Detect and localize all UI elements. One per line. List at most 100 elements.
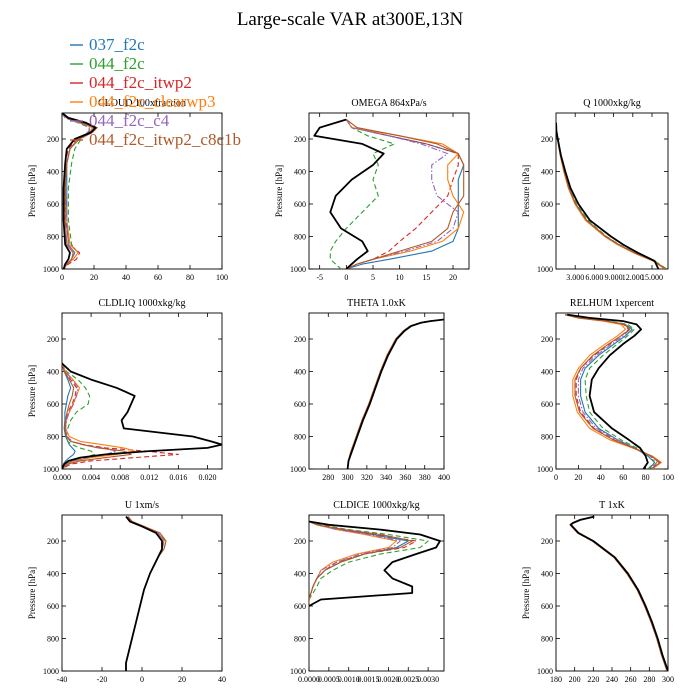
series-line-1 — [345, 119, 465, 269]
series-line-3 — [569, 516, 668, 671]
panel-7: U 1xm/s 200 400 600 800 1000-40 -20 0 20 40 Pressu… — [27, 500, 226, 684]
panel-title: OMEGA 864xPa/s — [351, 98, 426, 109]
plot-frame — [308, 514, 445, 672]
series-line-2 — [569, 516, 668, 671]
y-axis-label: Pressure [hPa] — [27, 165, 37, 217]
y-tick-label: 1000 — [43, 265, 59, 274]
series-group — [62, 113, 98, 269]
y-tick-label: 400 — [294, 168, 306, 177]
series-line-7 — [313, 118, 385, 269]
x-tick-label: -40 — [57, 675, 68, 684]
series-line-3 — [125, 516, 165, 671]
series-group — [125, 516, 167, 671]
x-tick-label: 0.0010 — [338, 675, 360, 684]
x-tick-label: 0.0020 — [377, 675, 399, 684]
x-tick-label: 400 — [438, 473, 450, 482]
x-tick-label: 360 — [399, 473, 411, 482]
y-tick-label: 600 — [541, 602, 553, 611]
y-axis-label: Pressure [hPa] — [521, 165, 531, 217]
series-line-6 — [569, 516, 668, 671]
y-tick-label: 600 — [541, 200, 553, 209]
plot-frame — [308, 112, 470, 270]
y-tick-label: 1000 — [290, 265, 306, 274]
series-line-1 — [125, 516, 165, 671]
y-tick-label: 800 — [47, 635, 59, 644]
x-tick-label: -20 — [97, 675, 108, 684]
panel-8: CLDICE 1000xkg/kg20040060080010000.00000… — [290, 500, 445, 684]
x-tick-label: 240 — [606, 675, 618, 684]
x-tick-label: 20 — [574, 473, 582, 482]
y-tick-label: 600 — [47, 602, 59, 611]
series-line-4 — [569, 516, 668, 671]
y-tick-label: 400 — [47, 368, 59, 377]
series-line-6 — [564, 314, 661, 469]
series-group — [309, 520, 441, 607]
x-tick-label: 380 — [419, 473, 431, 482]
panel-title: Q 1000xkg/kg — [583, 98, 641, 109]
series-line-6 — [345, 119, 465, 269]
x-tick-label: 0.0000 — [298, 675, 320, 684]
y-tick-label: 200 — [541, 135, 553, 144]
y-tick-label: 600 — [47, 400, 59, 409]
series-line-6 — [62, 363, 132, 469]
y-axis-label: Pressure [hPa] — [27, 365, 37, 417]
y-tick-label: 400 — [541, 570, 553, 579]
x-tick-label: 260 — [625, 675, 637, 684]
x-tick-label: 0.012 — [140, 473, 158, 482]
y-tick-label: 800 — [541, 635, 553, 644]
y-tick-label: 600 — [294, 200, 306, 209]
y-tick-label: 600 — [294, 602, 306, 611]
x-tick-label: 40 — [218, 675, 226, 684]
x-tick-label: 0.020 — [198, 473, 216, 482]
series-line-7 — [346, 318, 444, 469]
y-tick-label: 400 — [47, 168, 59, 177]
plot-frame — [555, 514, 669, 672]
y-tick-label: 1000 — [43, 667, 59, 676]
x-tick-label: 0 — [344, 273, 348, 282]
x-tick-label: 180 — [550, 675, 562, 684]
series-line-2 — [309, 520, 429, 606]
series-line-4 — [62, 363, 136, 469]
legend-label: 044_f2c_c4 — [89, 111, 170, 130]
x-tick-label: 40 — [122, 273, 130, 282]
x-tick-label: 10 — [396, 273, 404, 282]
plot-frame — [61, 112, 223, 270]
legend-label: 044_f2c_itwp2_c8c1b — [89, 130, 241, 149]
series-line-4 — [125, 516, 165, 671]
x-tick-label: 15 — [422, 273, 430, 282]
y-tick-label: 400 — [294, 570, 306, 579]
legend: 037_f2c044_f2c044_f2c_itwp2044_f2c_clear… — [70, 35, 241, 149]
y-tick-label: 400 — [541, 368, 553, 377]
x-tick-label: 100 — [662, 473, 674, 482]
series-line-5 — [564, 314, 658, 469]
x-tick-label: 300 — [662, 675, 674, 684]
y-axis-label: Pressure [hPa] — [521, 567, 531, 619]
y-tick-label: 800 — [294, 635, 306, 644]
series-line-5 — [569, 516, 668, 671]
series-line-7 — [62, 362, 222, 469]
legend-label: 044_f2c_clearwp3 — [89, 92, 216, 111]
y-tick-label: 400 — [294, 368, 306, 377]
x-tick-label: 300 — [342, 473, 354, 482]
y-axis-label: Pressure [hPa] — [27, 567, 37, 619]
y-tick-label: 600 — [541, 400, 553, 409]
series-line-7 — [62, 113, 97, 269]
x-tick-label: 0.0025 — [397, 675, 419, 684]
y-tick-label: 800 — [47, 433, 59, 442]
series-group — [564, 313, 662, 469]
x-tick-label: 0.0030 — [417, 675, 439, 684]
series-line-5 — [309, 520, 401, 606]
x-tick-label: -5 — [316, 273, 323, 282]
y-tick-label: 800 — [541, 233, 553, 242]
series-line-6 — [309, 520, 413, 606]
legend-label: 037_f2c — [89, 35, 145, 54]
series-group — [62, 362, 222, 469]
y-tick-label: 1000 — [537, 265, 553, 274]
series-line-1 — [569, 516, 668, 671]
panel-3: Q 1000xkg/kg 200 400 600 800 1000 3.000 6.000 9.… — [521, 98, 669, 282]
y-tick-label: 200 — [541, 537, 553, 546]
series-group — [569, 515, 668, 671]
x-tick-label: 0.004 — [82, 473, 100, 482]
